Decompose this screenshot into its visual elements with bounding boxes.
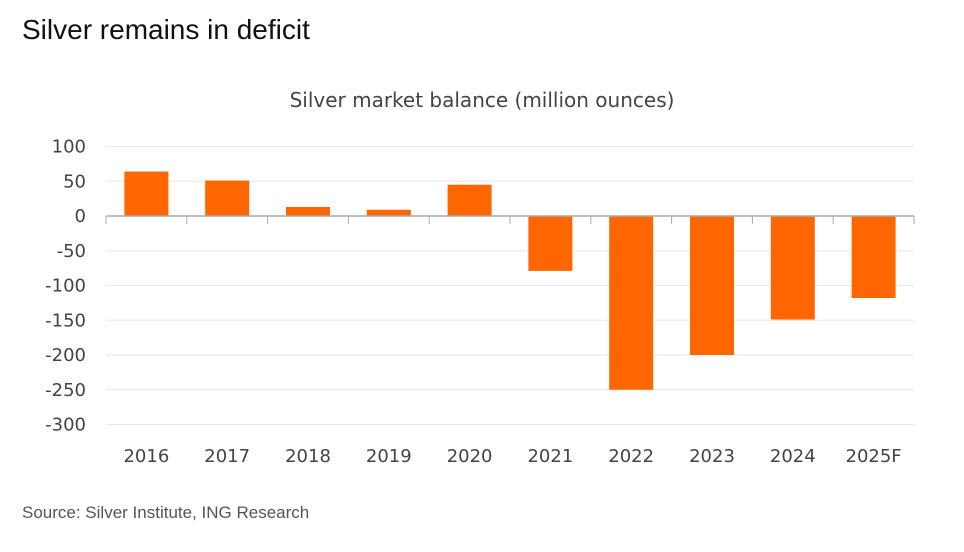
- chart-title: Silver market balance (million ounces): [290, 88, 675, 112]
- x-tick-label: 2023: [689, 446, 735, 467]
- bar-2020: [447, 184, 492, 216]
- bar-2017: [205, 180, 250, 216]
- y-tick-label: -50: [57, 241, 86, 262]
- x-tick-label: 2022: [608, 446, 654, 467]
- bar-2016: [124, 171, 169, 216]
- x-tick-label: 2020: [447, 446, 493, 467]
- bar-2021: [528, 216, 573, 271]
- x-tick-label: 2019: [366, 446, 412, 467]
- x-tick-label: 2018: [285, 446, 331, 467]
- page-title: Silver remains in deficit: [22, 14, 310, 45]
- bar-2025F: [851, 216, 896, 299]
- x-tick-label: 2025F: [846, 446, 902, 467]
- bar-2024: [770, 216, 815, 320]
- x-tick-label: 2017: [204, 446, 250, 467]
- bar-2019: [366, 209, 411, 216]
- bar-2018: [286, 206, 330, 216]
- y-tick-label: 0: [75, 206, 86, 227]
- x-tick-label: 2021: [527, 446, 573, 467]
- bar-2022: [609, 216, 654, 390]
- bar-2023: [690, 216, 734, 355]
- y-tick-label: 50: [63, 171, 86, 192]
- x-tick-label: 2016: [123, 446, 169, 467]
- y-tick-label: -150: [45, 310, 86, 331]
- y-tick-label: -200: [45, 345, 86, 366]
- y-tick-label: -100: [45, 276, 86, 297]
- x-tick-label: 2024: [770, 446, 816, 467]
- source-note: Source: Silver Institute, ING Research: [22, 503, 310, 522]
- y-tick-label: -250: [45, 380, 86, 401]
- y-tick-label: 100: [52, 137, 86, 158]
- y-tick-label: -300: [45, 415, 86, 436]
